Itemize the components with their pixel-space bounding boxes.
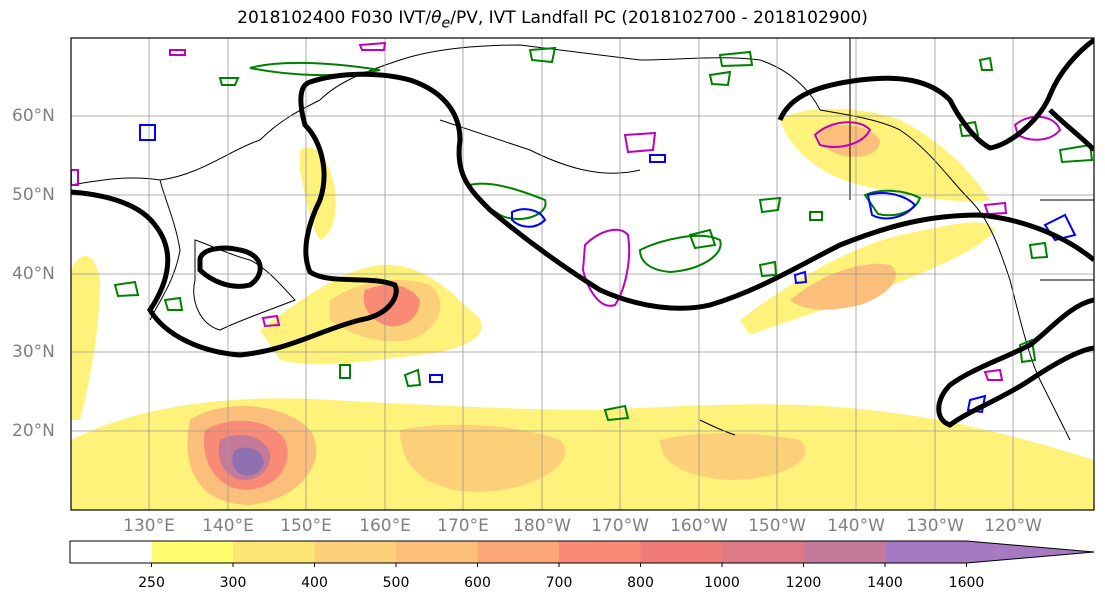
colorbar-segment	[803, 541, 886, 563]
ivt-landfall-pc-contours	[71, 38, 1094, 428]
colorbar-segment	[477, 541, 560, 563]
lat-label: 20°N	[12, 421, 55, 441]
colorbar-segment	[559, 541, 641, 563]
lon-label: 140°E	[202, 516, 254, 536]
lon-label: 180°W	[513, 516, 571, 536]
lon-label: 150°W	[748, 516, 806, 536]
lat-label: 60°N	[12, 106, 55, 126]
lon-label: 160°W	[670, 516, 728, 536]
colorbar-segment	[314, 541, 397, 563]
colorbar-segment	[640, 541, 723, 563]
colorbar-tick-label: 1000	[704, 575, 740, 591]
colorbar-outline	[69, 540, 1095, 564]
colorbar-tick-label: 300	[219, 575, 247, 591]
colorbar-tick-label: 500	[382, 575, 410, 591]
lon-label: 130°E	[123, 516, 175, 536]
colorbar-segment	[722, 541, 804, 563]
colorbar-tick-label: 800	[627, 575, 654, 591]
colorbar-segment	[70, 541, 152, 563]
colorbar-tick-label: 1200	[785, 575, 822, 591]
coastlines	[71, 38, 1094, 441]
lon-label: 120°W	[984, 516, 1042, 536]
colorbar-segments	[70, 541, 1094, 567]
lon-label: 170°W	[591, 516, 649, 536]
colorbar-segment	[396, 541, 478, 563]
pv-contours-positive	[113, 46, 1094, 422]
colorbar-tick-label: 400	[301, 575, 328, 591]
colorbar-segment	[233, 541, 315, 563]
lat-label: 30°N	[12, 342, 55, 362]
colorbar-tick-label: 1400	[867, 575, 903, 591]
lon-label: 170°E	[437, 516, 489, 536]
colorbar-tick-label: 600	[464, 575, 491, 591]
colorbar-segment	[885, 541, 967, 563]
lon-label: 150°E	[280, 516, 332, 536]
colorbar-segment	[151, 541, 234, 563]
colorbar-tick-label: 700	[545, 575, 573, 591]
colorbar-tick-label: 250	[138, 575, 165, 591]
ivt-shading	[71, 108, 1094, 510]
lon-label: 140°W	[827, 516, 885, 536]
gridlines	[71, 38, 1094, 510]
lat-label: 40°N	[12, 264, 55, 284]
colorbar-extend-arrow	[966, 541, 1094, 563]
theta-e-contours	[71, 41, 1062, 381]
map-title: 2018102400 F030 IVT/θe/PV, IVT Landfall …	[237, 8, 868, 32]
map-frame	[70, 37, 1095, 511]
colorbar-tick-label: 1600	[948, 575, 985, 591]
lat-label: 50°N	[12, 185, 55, 205]
lon-label: 160°E	[359, 516, 411, 536]
lon-label: 130°W	[906, 516, 964, 536]
